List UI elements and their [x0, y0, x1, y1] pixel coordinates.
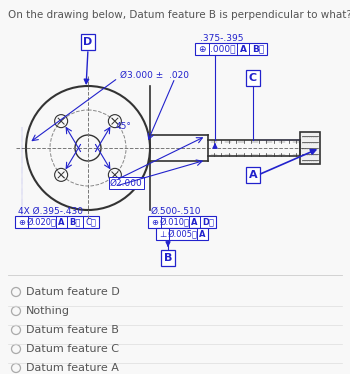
Text: BⓂ: BⓂ — [252, 45, 264, 53]
Bar — [300, 132, 320, 164]
Text: Datum feature C: Datum feature C — [26, 344, 119, 354]
Text: On the drawing below, Datum feature B is perpendicular to what?: On the drawing below, Datum feature B is… — [8, 10, 350, 20]
Text: B: B — [164, 253, 172, 263]
Text: Ø.005Ⓜ: Ø.005Ⓜ — [168, 230, 198, 239]
Text: A: A — [191, 218, 198, 227]
Bar — [195, 43, 267, 55]
Text: A: A — [249, 170, 257, 180]
Text: Datum feature B: Datum feature B — [26, 325, 119, 335]
Text: ⊕: ⊕ — [151, 218, 158, 227]
Text: Ø.010Ⓜ: Ø.010Ⓜ — [160, 218, 190, 227]
Text: Ø3.000 ±  .020: Ø3.000 ± .020 — [120, 71, 189, 80]
Text: 45°: 45° — [116, 122, 132, 131]
Text: A: A — [239, 45, 246, 53]
Bar — [15, 216, 99, 228]
Text: 4X Ø.395-.430: 4X Ø.395-.430 — [18, 207, 83, 216]
Text: ⊥: ⊥ — [159, 230, 166, 239]
Text: D: D — [83, 37, 93, 47]
Text: Datum feature D: Datum feature D — [26, 287, 120, 297]
Text: .375-.395: .375-.395 — [200, 34, 244, 43]
Text: ⊕: ⊕ — [198, 45, 206, 53]
Text: C: C — [249, 73, 257, 83]
Text: A: A — [199, 230, 206, 239]
Text: Ø.020Ⓜ: Ø.020Ⓜ — [27, 218, 57, 227]
Bar — [148, 216, 216, 228]
Bar — [156, 228, 208, 240]
Text: Datum feature A: Datum feature A — [26, 363, 119, 373]
Text: A: A — [58, 218, 65, 227]
Text: CⓂ: CⓂ — [85, 218, 97, 227]
Text: Ø.500-.510: Ø.500-.510 — [151, 207, 202, 216]
Text: Ø2.000: Ø2.000 — [110, 178, 143, 187]
Text: BⓂ: BⓂ — [69, 218, 81, 227]
Text: .000Ⓜ: .000Ⓜ — [210, 45, 236, 53]
Text: DⓂ: DⓂ — [202, 218, 214, 227]
Text: ⊕: ⊕ — [18, 218, 25, 227]
Text: Nothing: Nothing — [26, 306, 70, 316]
